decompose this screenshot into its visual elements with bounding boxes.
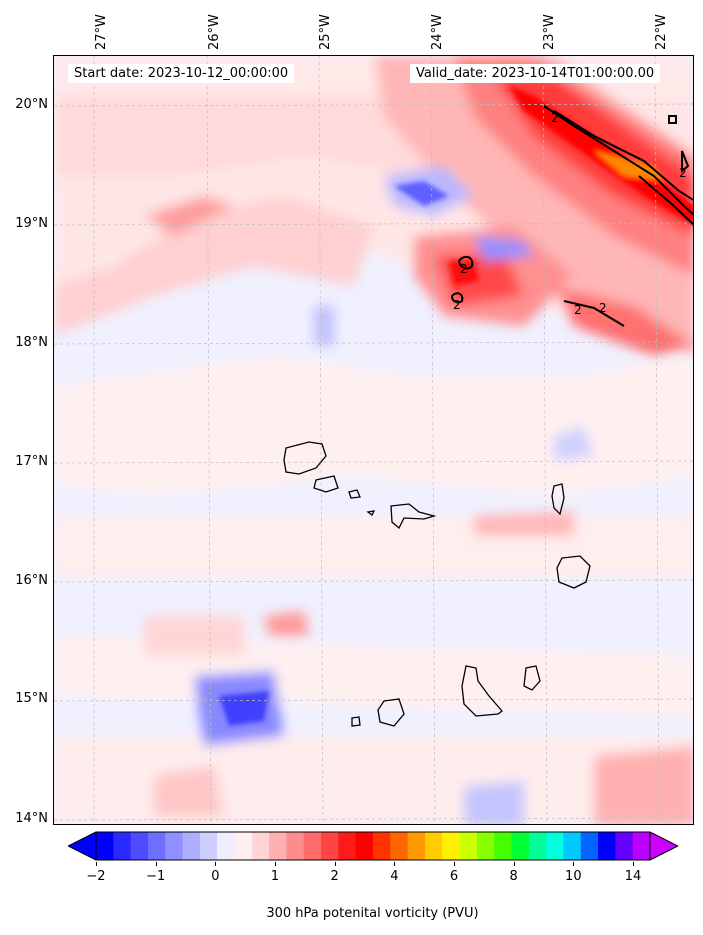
island-maio	[523, 665, 541, 691]
colorbar-border	[95, 831, 651, 861]
colorbar-tick-mark	[633, 862, 634, 866]
colorbar-over-arrow	[650, 832, 678, 860]
lon-label-26w: 26°W	[207, 14, 222, 50]
island-santiago	[461, 665, 503, 717]
colorbar-tick-label: 4	[390, 869, 399, 884]
lat-label-19n: 19°N	[15, 216, 48, 231]
lat-label-18n: 18°N	[15, 335, 48, 350]
colorbar-tick-label: −1	[146, 869, 166, 884]
map-panel: 2 2 2 2 2 2 Start date: 2023-10-12_00:00…	[53, 55, 694, 825]
colorbar-under-arrow	[68, 832, 96, 860]
lat-label-15n: 15°N	[15, 691, 48, 706]
colorbar-tick-label: 6	[449, 869, 459, 884]
colorbar-tick-mark	[215, 862, 217, 866]
pv-contours	[450, 105, 693, 327]
island-sao-vicente	[313, 475, 339, 493]
lon-label-22w: 22°W	[654, 14, 669, 50]
island-santa-luzia	[348, 489, 361, 499]
lat-label-14n: 14°N	[15, 811, 48, 826]
contour-label: 2	[574, 303, 582, 317]
colorbar-cell	[511, 832, 530, 860]
colorbar-cell	[355, 832, 374, 860]
colorbar-cell	[528, 832, 547, 860]
colorbar-cell	[580, 832, 599, 860]
colorbar-cell	[373, 832, 391, 860]
colorbar-cell	[269, 832, 287, 860]
island-boa-vista	[556, 555, 591, 589]
coastlines	[283, 441, 591, 727]
colorbar-tick-mark	[275, 862, 276, 866]
island-fogo	[377, 698, 405, 727]
graticule	[54, 56, 693, 824]
colorbar-tick-label: 2	[330, 869, 339, 884]
colorbar-tick-label: 10	[565, 869, 582, 884]
colorbar-cell	[424, 832, 443, 860]
colorbar-cell	[598, 832, 616, 860]
colorbar-cell	[563, 832, 582, 860]
pv-field-light	[54, 56, 693, 824]
pv-field-strong	[219, 86, 693, 726]
island-brava	[351, 716, 361, 727]
valid-date-label: Valid_date: 2023-10-14T01:00:00.00	[410, 64, 661, 83]
contour-labels: 2 2 2 2 2 2	[453, 111, 687, 317]
colorbar-tick-label: −2	[86, 869, 106, 884]
colorbar-cell	[338, 832, 357, 860]
colorbar-cell	[459, 832, 478, 860]
lon-label-25w: 25°W	[318, 14, 333, 50]
colorbar-cell	[615, 832, 634, 860]
colorbar-tick-mark	[334, 862, 336, 866]
colorbar-cell	[199, 832, 218, 860]
colorbar-tick-label: 1	[270, 869, 280, 884]
colorbar-cell	[303, 832, 322, 860]
colorbar-cell	[113, 832, 132, 860]
colorbar-cell	[234, 832, 253, 860]
contour-label: 2	[679, 166, 687, 180]
lat-label-17n: 17°N	[15, 454, 48, 469]
island-santo-antao	[283, 441, 327, 475]
contour-label: 2	[551, 111, 559, 125]
colorbar-tick-mark	[513, 862, 515, 866]
colorbar-cell	[147, 832, 166, 860]
colorbar-tick-mark	[573, 862, 575, 866]
colorbar-tick-mark	[454, 862, 455, 866]
colorbar-tick-mark	[96, 862, 97, 866]
colorbar-tick-mark	[394, 862, 396, 866]
colorbar-label: 300 hPa potenital vorticity (PVU)	[266, 906, 479, 921]
island-sao-nicolau	[366, 503, 437, 530]
colorbar-cell	[494, 832, 512, 860]
island-sal	[551, 483, 565, 516]
colorbar-cell	[217, 832, 235, 860]
start-date-label: Start date: 2023-10-12_00:00:00	[68, 64, 295, 83]
colorbar-cell	[442, 832, 461, 860]
contour-label: 2	[460, 262, 468, 276]
colorbar-cell	[476, 832, 495, 860]
colorbar-cell	[96, 832, 114, 860]
colorbar-tick-mark	[155, 862, 157, 866]
colorbar-tick-label: 14	[624, 869, 642, 884]
pv-map: 2 2 2 2 2 2	[54, 56, 693, 824]
colorbar-cell	[165, 832, 184, 860]
contour-label: 2	[453, 298, 461, 312]
contour-label: 2	[599, 301, 607, 315]
lon-label-24w: 24°W	[430, 14, 445, 50]
colorbar-cell	[251, 832, 270, 860]
colorbar-tick-label: 0	[211, 869, 220, 884]
colorbar	[68, 831, 678, 861]
colorbar-cell	[182, 832, 201, 860]
lon-label-23w: 23°W	[542, 14, 557, 50]
colorbar-cell	[632, 832, 651, 860]
colorbar-cell	[286, 832, 305, 860]
colorbar-cell	[546, 832, 564, 860]
colorbar-cell	[130, 832, 149, 860]
lat-label-16n: 16°N	[15, 573, 48, 588]
lon-label-27w: 27°W	[94, 14, 109, 50]
colorbar-cell	[390, 832, 409, 860]
colorbar-tick-label: 8	[509, 869, 518, 884]
colorbar-cells	[96, 832, 651, 860]
colorbar-cell	[407, 832, 426, 860]
lat-label-20n: 20°N	[15, 97, 48, 112]
colorbar-cell	[321, 832, 339, 860]
